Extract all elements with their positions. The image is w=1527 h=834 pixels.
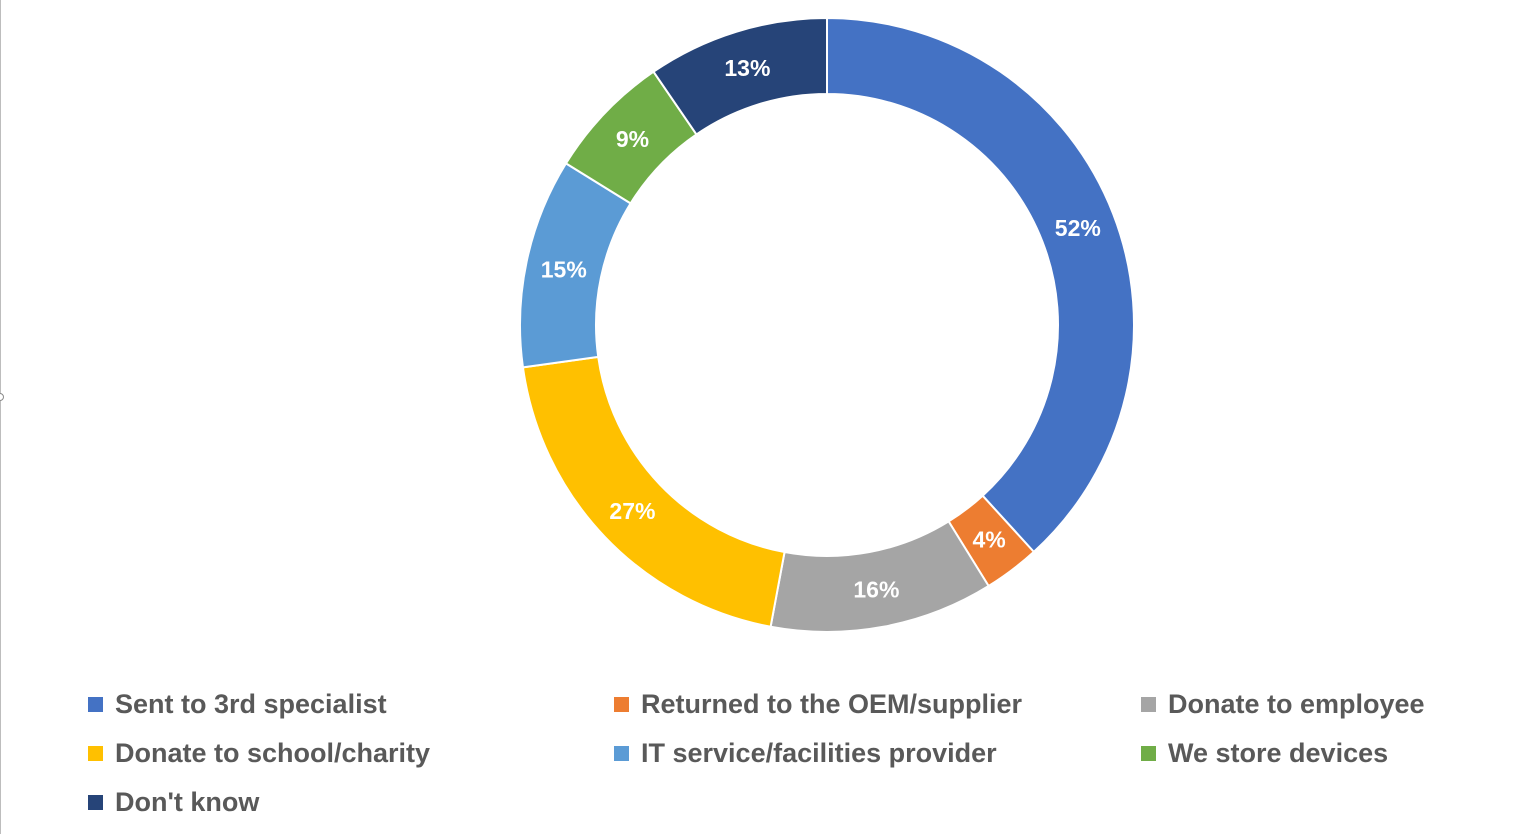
legend-swatch [1141, 745, 1156, 761]
chart-frame-edge [0, 0, 1, 834]
data-label-sent-to-3rd-specialist: 52% [1055, 215, 1101, 241]
legend-label: Don't know [115, 786, 260, 817]
legend-swatch [614, 745, 629, 761]
legend-label: We store devices [1168, 737, 1389, 768]
data-label-donate-to-employee: 16% [853, 576, 899, 602]
data-label-returned-to-the-oem-supplier: 4% [972, 527, 1005, 553]
data-label-don-t-know: 13% [724, 55, 770, 81]
legend-item-it-service-facilities-provider[interactable]: IT service/facilities provider [614, 735, 1141, 771]
legend-label: Sent to 3rd specialist [115, 688, 387, 719]
slice-don-t-know[interactable] [652, 16, 828, 136]
legend-item-sent-to-3rd-specialist[interactable]: Sent to 3rd specialist [88, 686, 614, 722]
legend-label: IT service/facilities provider [641, 737, 997, 768]
legend-item-don-t-know[interactable]: Don't know [88, 784, 614, 820]
slice-donate-to-school-charity[interactable] [521, 355, 786, 628]
legend-item-we-store-devices[interactable]: We store devices [1141, 735, 1508, 771]
data-label-it-service-facilities-provider: 15% [541, 256, 587, 282]
data-label-we-store-devices: 9% [616, 126, 649, 152]
legend-swatch [88, 745, 103, 761]
legend-swatch [614, 696, 629, 712]
legend-label: Donate to employee [1168, 688, 1425, 719]
legend-swatch [1141, 696, 1156, 712]
legend-swatch [88, 794, 103, 810]
legend-label: Donate to school/charity [115, 737, 431, 768]
slice-sent-to-3rd-specialist[interactable] [826, 16, 1135, 554]
legend-item-returned-to-the-oem-supplier[interactable]: Returned to the OEM/supplier [614, 686, 1141, 722]
legend-item-donate-to-school-charity[interactable]: Donate to school/charity [88, 735, 614, 771]
data-label-donate-to-school-charity: 27% [609, 498, 655, 524]
legend-label: Returned to the OEM/supplier [641, 688, 1023, 719]
legend-swatch [88, 696, 103, 712]
legend-item-donate-to-employee[interactable]: Donate to employee [1141, 686, 1508, 722]
chart-legend: Sent to 3rd specialist Returned to the OE… [88, 686, 1508, 820]
